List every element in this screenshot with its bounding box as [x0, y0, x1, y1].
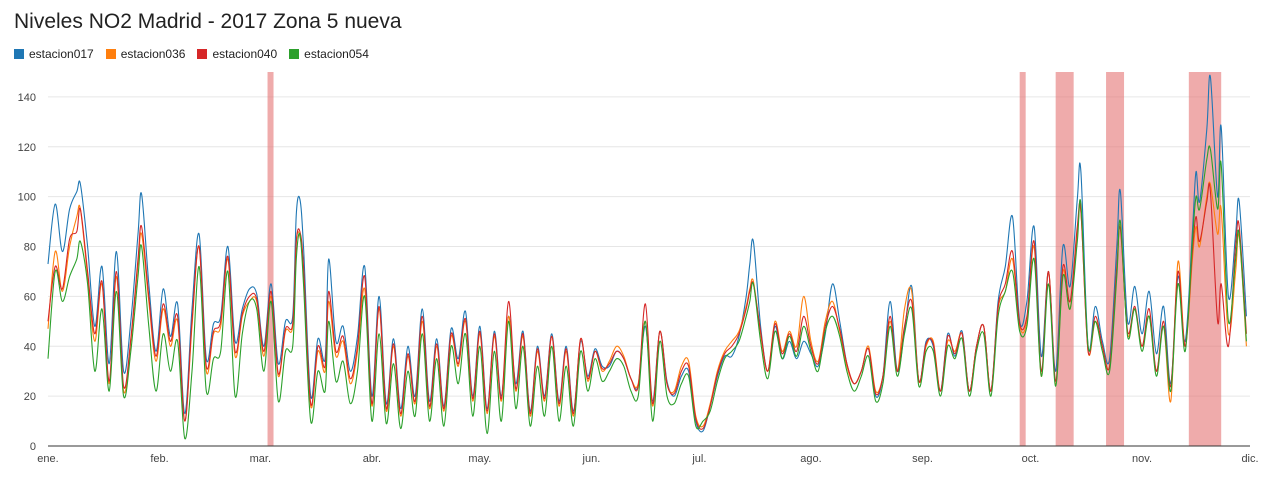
x-tick-label: abr. — [363, 453, 381, 465]
x-tick-label: sep. — [912, 453, 933, 465]
x-tick-label: jun. — [582, 453, 601, 465]
legend-item-estacion036[interactable]: estacion036 — [105, 47, 186, 61]
x-tick-label: nov. — [1132, 453, 1152, 465]
chart-title: Niveles NO2 Madrid - 2017 Zona 5 nueva — [14, 10, 402, 33]
x-tick-label: ene. — [37, 453, 58, 465]
x-tick-label: ago. — [800, 453, 821, 465]
y-tick-label: 40 — [24, 341, 36, 353]
y-tick-label: 0 — [30, 441, 36, 453]
highlight-band — [267, 72, 274, 446]
legend-label: estacion040 — [212, 47, 278, 61]
x-tick-label: mar. — [250, 453, 271, 465]
y-tick-label: 100 — [18, 192, 36, 204]
x-tick-label: dic. — [1241, 453, 1258, 465]
y-tick-label: 20 — [24, 391, 36, 403]
legend-swatch — [289, 49, 300, 59]
y-axis: 0 20 40 60 80 100 120 140 — [18, 92, 36, 453]
x-axis: ene. feb. mar. abr. may. jun. jul. ago. sep. oct.… — [37, 445, 1259, 465]
legend-swatch — [197, 49, 208, 59]
x-tick-label: oct. — [1022, 453, 1040, 465]
legend-swatch — [14, 49, 24, 59]
series-line-estacion040 — [47, 183, 1247, 430]
legend-item-estacion054[interactable]: estacion054 — [289, 47, 369, 61]
legend-item-estacion040[interactable]: estacion040 — [197, 47, 277, 61]
legend-label: estacion036 — [120, 47, 186, 61]
legend-swatch — [105, 49, 116, 59]
x-tick-label: may. — [468, 453, 491, 465]
y-tick-label: 80 — [24, 242, 36, 254]
y-tick-label: 120 — [18, 142, 36, 154]
legend: estacion017 estacion036 estacion040 esta… — [14, 47, 381, 61]
x-tick-label: feb. — [150, 453, 168, 465]
y-tick-label: 60 — [24, 291, 36, 303]
legend-item-estacion017[interactable]: estacion017 — [14, 47, 94, 61]
series-lines — [47, 74, 1247, 440]
y-tick-label: 140 — [18, 92, 36, 104]
series-line-estacion017 — [47, 74, 1247, 433]
x-tick-label: jul. — [691, 453, 706, 465]
series-line-estacion054 — [47, 145, 1247, 440]
legend-label: estacion017 — [29, 47, 94, 61]
legend-label: estacion054 — [304, 47, 369, 61]
highlight-band — [1055, 72, 1074, 446]
highlight-band — [1188, 72, 1222, 446]
highlight-band — [1019, 72, 1026, 446]
highlight-band — [1106, 72, 1125, 446]
